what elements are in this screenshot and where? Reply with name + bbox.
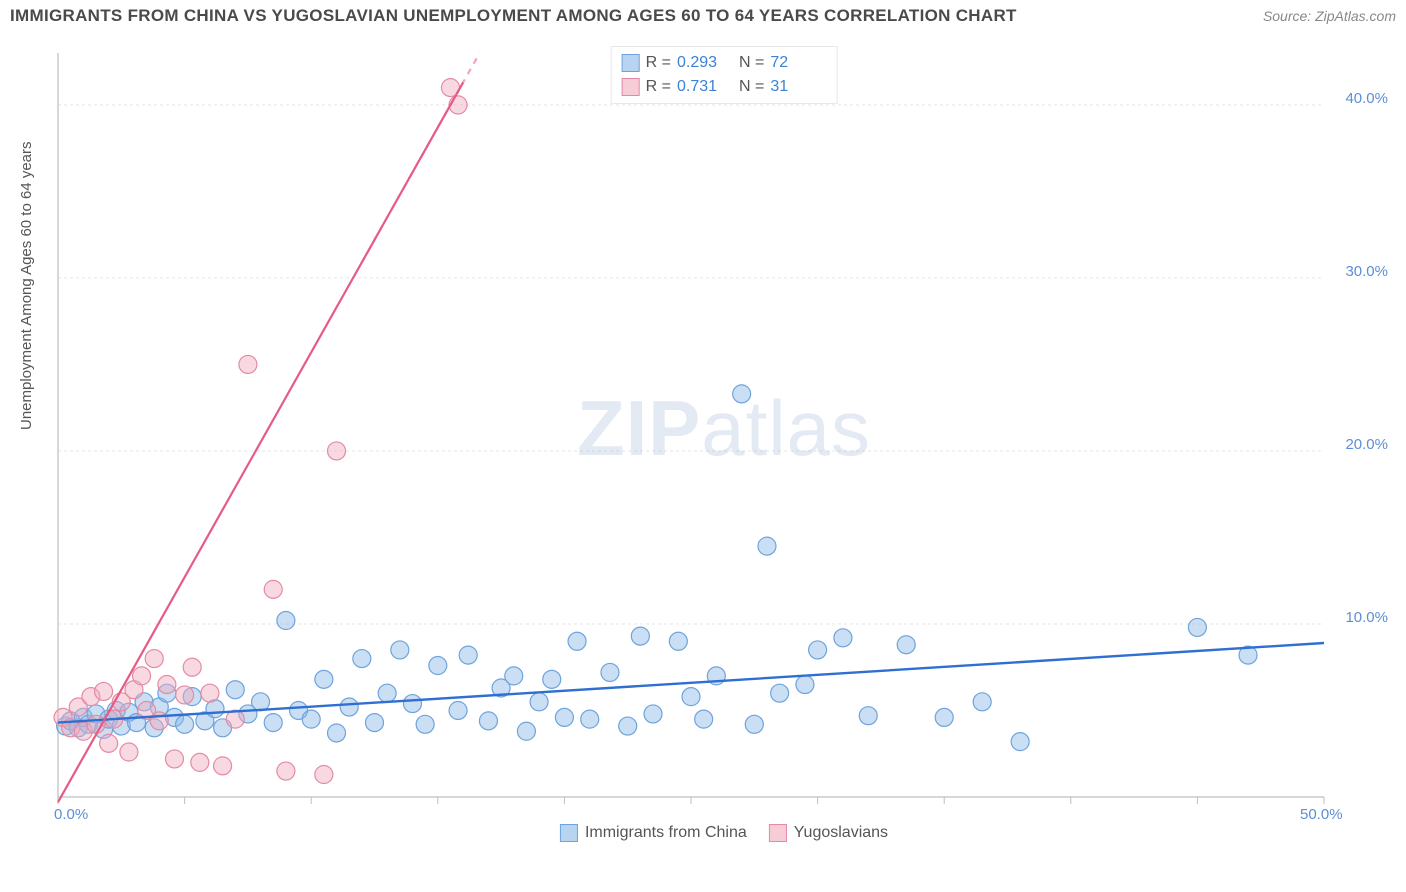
y-axis-label: Unemployment Among Ages 60 to 64 years [18,141,35,430]
y-tick-label: 10.0% [1345,609,1388,626]
y-tick-label: 30.0% [1345,263,1388,280]
legend-row-yugoslavians: R = 0.731 N = 31 [622,75,827,99]
x-tick-label: 50.0% [1300,806,1343,823]
correlation-legend: R = 0.293 N = 72 R = 0.731 N = 31 [611,46,838,104]
legend-item-yugoslavians: Yugoslavians [769,824,888,842]
chart-area: ZIPatlas R = 0.293 N = 72 R = 0.731 N = … [52,42,1396,842]
legend-row-china: R = 0.293 N = 72 [622,51,827,75]
series-legend: Immigrants from China Yugoslavians [560,824,888,842]
y-tick-label: 20.0% [1345,436,1388,453]
swatch-china [622,54,640,72]
swatch-yugoslavians [769,824,787,842]
swatch-yugoslavians [622,78,640,96]
source-attribution: Source: ZipAtlas.com [1263,8,1396,24]
y-tick-label: 40.0% [1345,90,1388,107]
scatter-plot [52,42,1396,842]
swatch-china [560,824,578,842]
legend-item-china: Immigrants from China [560,824,747,842]
chart-title: IMMIGRANTS FROM CHINA VS YUGOSLAVIAN UNE… [10,6,1017,26]
x-tick-label: 0.0% [54,806,88,823]
